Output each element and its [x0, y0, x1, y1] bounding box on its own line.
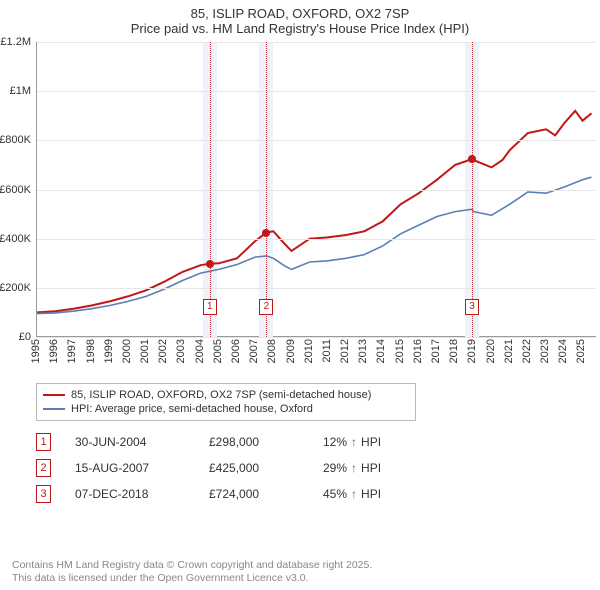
x-tick-label: 2003	[175, 339, 187, 363]
footnote-line1: Contains HM Land Registry data © Crown c…	[12, 559, 372, 573]
gridline	[37, 42, 596, 43]
x-tick-label: 1995	[30, 339, 42, 363]
x-tick-label: 2017	[430, 339, 442, 363]
event-date: 15-AUG-2007	[75, 461, 185, 475]
x-tick-label: 2001	[139, 339, 151, 363]
legend-label: 85, ISLIP ROAD, OXFORD, OX2 7SP (semi-de…	[71, 389, 371, 401]
legend-row: HPI: Average price, semi-detached house,…	[43, 402, 409, 416]
series-hpi	[37, 177, 592, 313]
title-line2: Price paid vs. HM Land Registry's House …	[10, 21, 590, 36]
x-axis-labels: 1995199619971998199920002001200220032004…	[36, 339, 596, 379]
events-table: 1 30-JUN-2004 £298,000 12% ↑ HPI 2 15-AUG-2007 £…	[36, 429, 600, 507]
x-tick-label: 2014	[375, 339, 387, 363]
y-tick-label: £400K	[0, 233, 31, 245]
event-dot	[262, 229, 270, 237]
plot-area: 1 2 3	[36, 42, 596, 337]
x-tick-label: 2012	[339, 339, 351, 363]
event-date: 07-DEC-2018	[75, 487, 185, 501]
event-delta-pct: 29%	[323, 461, 347, 475]
x-tick-label: 2024	[557, 339, 569, 363]
legend: 85, ISLIP ROAD, OXFORD, OX2 7SP (semi-de…	[36, 383, 416, 421]
event-price: £298,000	[209, 435, 299, 449]
marker-badge: 2	[259, 299, 273, 315]
event-delta: 45% ↑ HPI	[323, 487, 381, 501]
event-delta-suffix: HPI	[361, 435, 381, 449]
x-tick-label: 2009	[285, 339, 297, 363]
x-tick-label: 2005	[212, 339, 224, 363]
legend-row: 85, ISLIP ROAD, OXFORD, OX2 7SP (semi-de…	[43, 388, 409, 402]
y-tick-label: £1M	[0, 85, 31, 97]
legend-swatch	[43, 394, 65, 396]
y-tick-label: £0	[0, 331, 31, 343]
gridline	[37, 190, 596, 191]
y-tick-label: £800K	[0, 134, 31, 146]
y-tick-label: £600K	[0, 184, 31, 196]
x-tick-label: 2000	[121, 339, 133, 363]
event-delta-pct: 45%	[323, 487, 347, 501]
x-tick-label: 1997	[66, 339, 78, 363]
x-tick-label: 2008	[266, 339, 278, 363]
x-tick-label: 2015	[394, 339, 406, 363]
event-delta-suffix: HPI	[361, 461, 381, 475]
gridline	[37, 140, 596, 141]
arrow-up-icon: ↑	[351, 461, 357, 475]
event-row: 1 30-JUN-2004 £298,000 12% ↑ HPI	[36, 429, 600, 455]
marker-badge: 3	[465, 299, 479, 315]
chart-title: 85, ISLIP ROAD, OXFORD, OX2 7SP Price pa…	[0, 0, 600, 38]
footnote-line2: This data is licensed under the Open Gov…	[12, 572, 372, 586]
marker-line	[210, 42, 211, 337]
x-tick-label: 2011	[321, 339, 333, 363]
x-tick-label: 2002	[157, 339, 169, 363]
event-dot	[468, 155, 476, 163]
x-tick-label: 2013	[357, 339, 369, 363]
footnote: Contains HM Land Registry data © Crown c…	[12, 559, 372, 586]
legend-label: HPI: Average price, semi-detached house,…	[71, 403, 313, 415]
marker-line	[266, 42, 267, 337]
title-line1: 85, ISLIP ROAD, OXFORD, OX2 7SP	[10, 6, 590, 21]
event-price: £425,000	[209, 461, 299, 475]
x-tick-label: 2019	[466, 339, 478, 363]
event-row: 2 15-AUG-2007 £425,000 29% ↑ HPI	[36, 455, 600, 481]
x-tick-label: 1996	[48, 339, 60, 363]
arrow-up-icon: ↑	[351, 435, 357, 449]
legend-swatch	[43, 408, 65, 410]
event-price: £724,000	[209, 487, 299, 501]
event-delta: 12% ↑ HPI	[323, 435, 381, 449]
event-date: 30-JUN-2004	[75, 435, 185, 449]
x-tick-label: 1998	[85, 339, 97, 363]
marker-line	[472, 42, 473, 337]
gridline	[37, 239, 596, 240]
event-delta-pct: 12%	[323, 435, 347, 449]
x-tick-label: 2010	[303, 339, 315, 363]
x-tick-label: 2022	[521, 339, 533, 363]
x-tick-label: 2021	[503, 339, 515, 363]
chart: 123 199519961997199819992000200120022003…	[36, 42, 596, 377]
event-delta-suffix: HPI	[361, 487, 381, 501]
x-tick-label: 2018	[448, 339, 460, 363]
event-badge: 2	[36, 459, 51, 477]
gridline	[37, 337, 596, 338]
x-tick-label: 2023	[539, 339, 551, 363]
y-tick-label: £200K	[0, 282, 31, 294]
y-tick-label: £1.2M	[0, 36, 31, 48]
gridline	[37, 91, 596, 92]
x-tick-label: 2020	[485, 339, 497, 363]
x-tick-label: 2025	[575, 339, 587, 363]
x-tick-label: 2006	[230, 339, 242, 363]
x-tick-label: 2007	[248, 339, 260, 363]
event-delta: 29% ↑ HPI	[323, 461, 381, 475]
event-dot	[206, 260, 214, 268]
event-badge: 1	[36, 433, 51, 451]
x-tick-label: 1999	[103, 339, 115, 363]
x-tick-label: 2016	[412, 339, 424, 363]
event-badge: 3	[36, 485, 51, 503]
event-row: 3 07-DEC-2018 £724,000 45% ↑ HPI	[36, 481, 600, 507]
gridline	[37, 288, 596, 289]
arrow-up-icon: ↑	[351, 487, 357, 501]
x-tick-label: 2004	[194, 339, 206, 363]
marker-badge: 1	[203, 299, 217, 315]
